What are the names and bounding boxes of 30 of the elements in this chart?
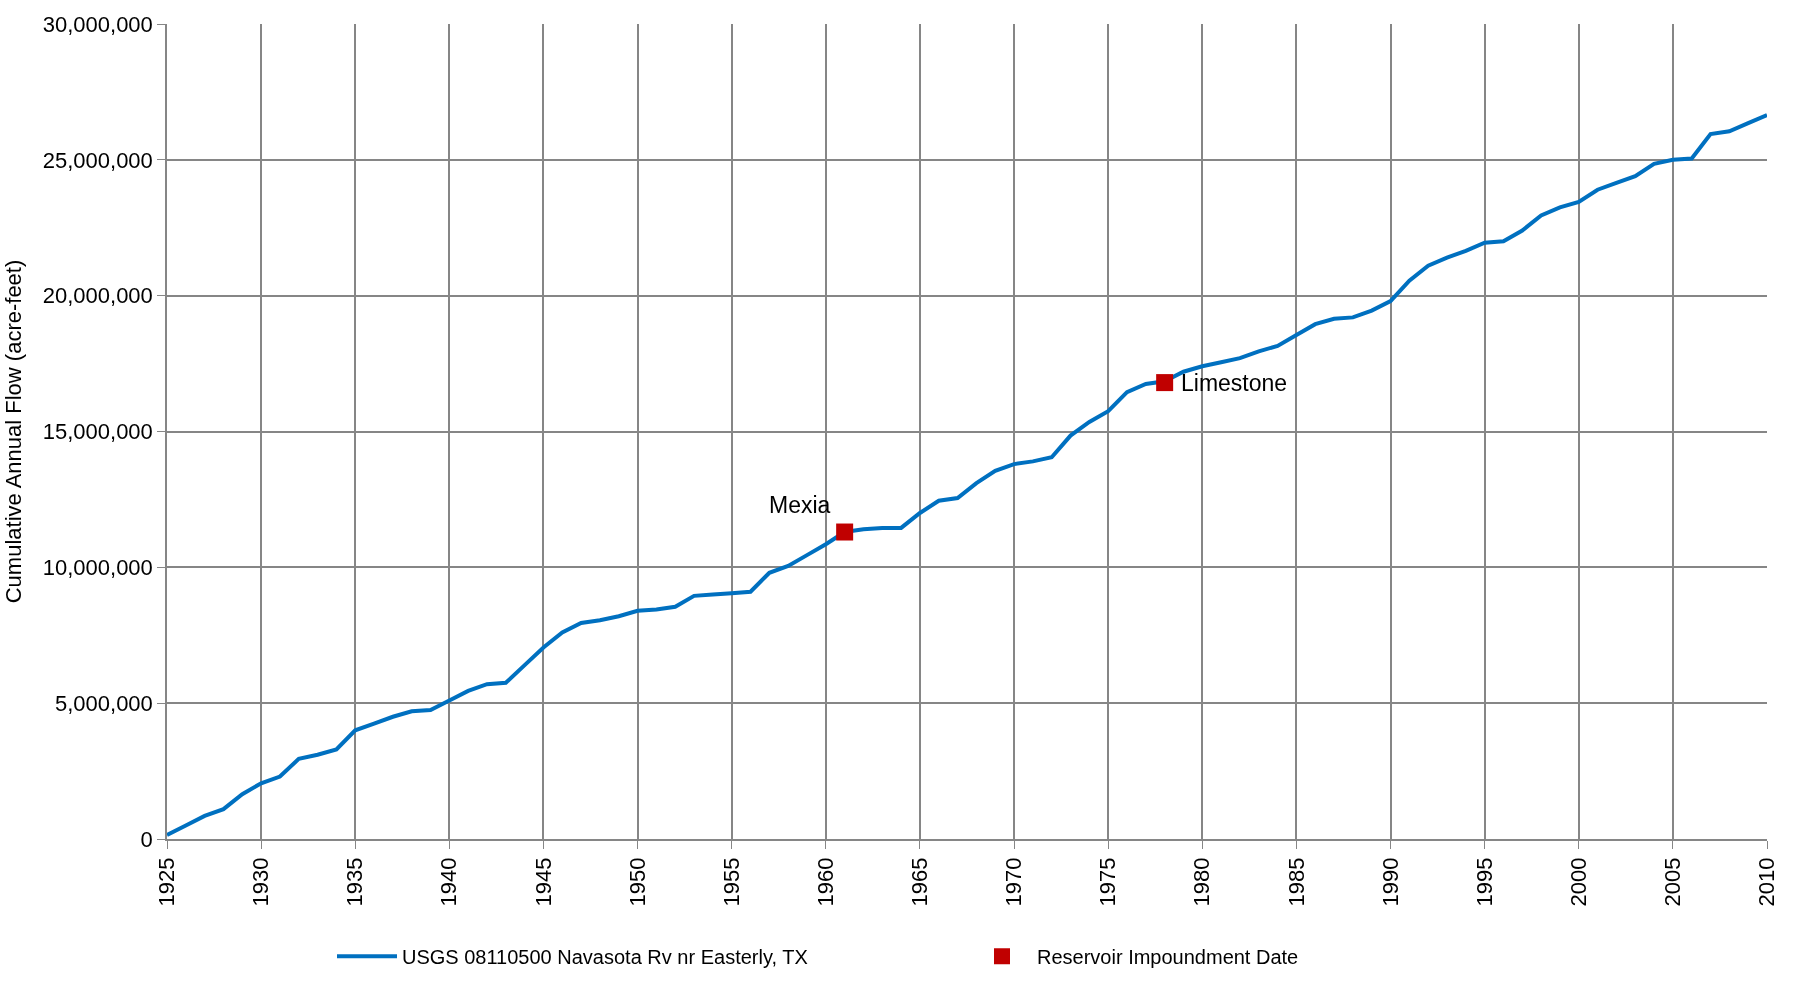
x-tick-label: 1970 xyxy=(1001,857,1027,907)
y-tick-label: 30,000,000 xyxy=(42,11,153,37)
legend-label: USGS 08110500 Navasota Rv nr Easterly, TX xyxy=(402,946,808,969)
x-tick-label: 1965 xyxy=(907,857,933,907)
x-tick-label: 1960 xyxy=(812,857,838,907)
x-tick-label: 1950 xyxy=(624,857,650,907)
y-axis-title: Cumulative Annual Flow (acre-feet) xyxy=(1,259,27,604)
x-tick-label: 1935 xyxy=(342,857,368,907)
x-tick-label: 2000 xyxy=(1565,857,1591,907)
x-tick-label: 1925 xyxy=(154,857,180,907)
legend-label: Reservoir Impoundment Date xyxy=(1037,946,1299,969)
x-tick-label: 1945 xyxy=(530,857,556,907)
x-tick-label: 1955 xyxy=(718,857,744,907)
annotation: Limestone xyxy=(1181,370,1288,396)
x-tick-label: 2005 xyxy=(1660,857,1686,907)
x-tick-label: 1930 xyxy=(248,857,274,907)
x-tick-label: 2010 xyxy=(1754,857,1780,907)
x-tick-label: 1985 xyxy=(1283,857,1309,907)
y-tick-label: 25,000,000 xyxy=(42,147,153,173)
x-tick-label: 1975 xyxy=(1095,857,1121,907)
x-tick-label: 1990 xyxy=(1377,857,1403,907)
x-tick-label: 1940 xyxy=(436,857,462,907)
x-tick-label: 1995 xyxy=(1471,857,1497,907)
y-tick-label: 5,000,000 xyxy=(54,690,153,716)
y-tick-label: 10,000,000 xyxy=(42,555,153,581)
y-tick-label: 0 xyxy=(140,826,153,852)
y-tick-label: 20,000,000 xyxy=(42,283,153,309)
annotation: Mexia xyxy=(769,492,831,518)
x-tick-label: 1980 xyxy=(1189,857,1215,907)
y-tick-label: 15,000,000 xyxy=(42,419,153,445)
